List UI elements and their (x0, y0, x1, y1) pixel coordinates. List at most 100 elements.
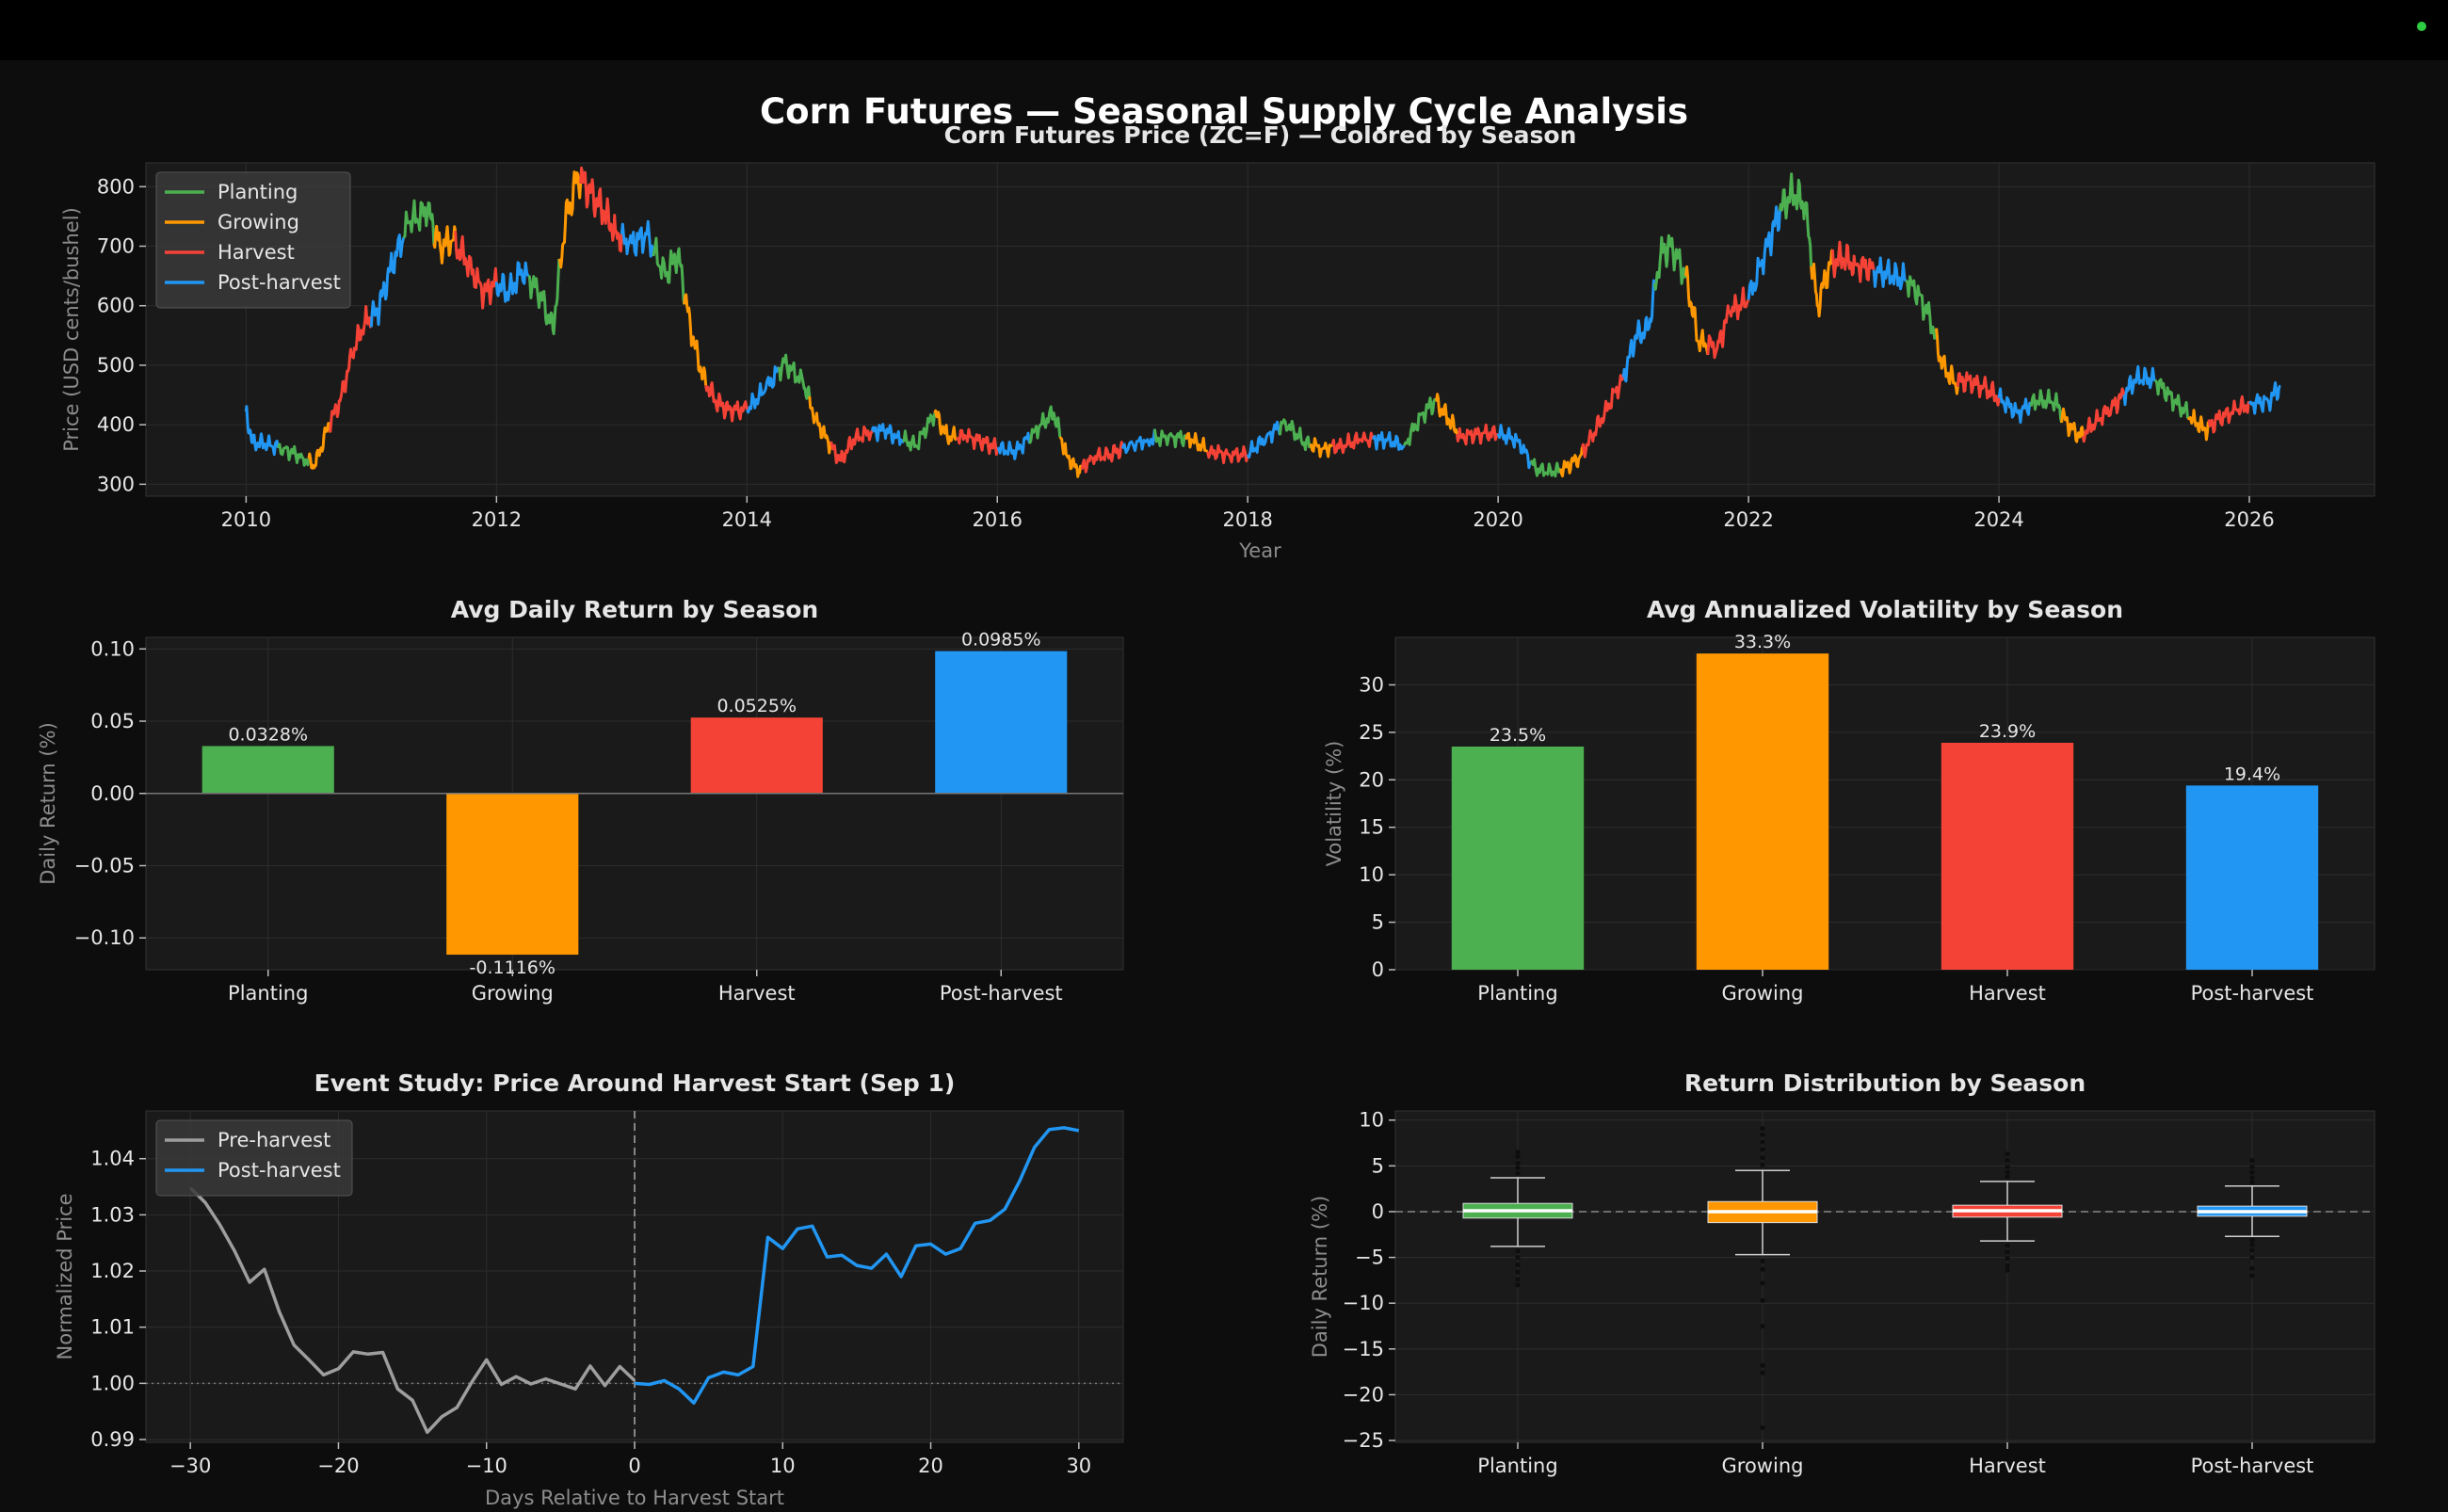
y-tick-label: 25 (1359, 721, 1384, 744)
y-tick-label: 300 (97, 473, 135, 495)
plot-area (1394, 1110, 2376, 1443)
x-tick-label: 30 (1066, 1455, 1091, 1477)
x-tick-label: Growing (1722, 1455, 1804, 1477)
bar-growing (1696, 653, 1829, 970)
y-tick-label: 0.99 (90, 1428, 135, 1451)
price-line-segment (2187, 409, 2210, 442)
price-line-segment (307, 422, 332, 470)
bar-value-label: 0.0985% (961, 630, 1041, 651)
y-tick-label: 0.05 (90, 710, 135, 732)
figure-title: Corn Futures — Seasonal Supply Cycle Ana… (760, 91, 1688, 132)
price-line-segment (1872, 256, 1908, 291)
price-line-segment (1935, 328, 1959, 395)
price-line-segment (1080, 441, 1124, 474)
price-line-segment (902, 412, 937, 452)
x-tick-label: Harvest (1969, 1455, 2046, 1477)
price-line-segment (2207, 394, 2251, 434)
outlier-point (1515, 1150, 1521, 1155)
outlier-point (2005, 1157, 2010, 1164)
outlier-point (2005, 1243, 2010, 1248)
price-line-segment (432, 224, 458, 265)
outlier-point (2249, 1254, 2255, 1261)
price-line-segment (745, 365, 781, 414)
price-line-segment (704, 381, 749, 423)
x-tick-label: 2010 (221, 508, 271, 531)
y-tick-label: 15 (1359, 816, 1384, 839)
legend-label: Planting (217, 181, 298, 203)
outlier-point (1760, 1258, 1765, 1264)
outlier-point (1515, 1154, 1521, 1160)
price-line-segment (652, 236, 686, 305)
price-line-segment (933, 409, 958, 445)
y-tick-label: 10 (1359, 863, 1384, 886)
outlier-point (2005, 1255, 2010, 1262)
outlier-point (2249, 1175, 2255, 1181)
outlier-point (2249, 1242, 2255, 1247)
outlier-point (1760, 1297, 1765, 1303)
price-line-segment (1684, 265, 1710, 356)
outlier-point (1760, 1147, 1765, 1152)
price-line-segment (1778, 172, 1813, 266)
y-tick-label: 0 (1372, 958, 1384, 981)
price-line-segment (557, 170, 583, 269)
outlier-point (2249, 1247, 2255, 1253)
chart-title: Return Distribution by Season (1684, 1070, 2086, 1097)
legend-label: Post-harvest (217, 271, 341, 294)
outlier-point (2249, 1169, 2255, 1175)
outlier-point (2005, 1263, 2010, 1268)
price-line-segment (1559, 446, 1584, 478)
bar-harvest (690, 717, 823, 794)
price-line-segment (1403, 396, 1437, 446)
y-tick-label: 20 (1359, 768, 1384, 791)
outlier-point (1760, 1370, 1765, 1375)
x-tick-label: −20 (317, 1455, 359, 1477)
x-tick-label: 20 (918, 1455, 943, 1477)
x-tick-label: Harvest (718, 982, 796, 1005)
x-tick-label: −10 (466, 1455, 507, 1477)
price-line-segment (277, 442, 311, 467)
outlier-point (2249, 1180, 2255, 1185)
x-tick-label: Post-harvest (940, 982, 1063, 1005)
outlier-point (1760, 1154, 1765, 1161)
y-tick-label: −20 (1343, 1383, 1384, 1406)
price-line-segment (1456, 423, 1500, 446)
price-line-segment (1580, 374, 1625, 458)
bar-planting (201, 746, 334, 794)
x-tick-label: 2012 (472, 508, 522, 531)
bar-growing (446, 793, 579, 956)
y-axis-label: Daily Return (%) (1309, 1196, 1331, 1359)
x-tick-label: 2014 (722, 508, 772, 531)
bar-value-label: 0.0328% (228, 724, 308, 745)
outlier-point (2005, 1174, 2010, 1180)
y-tick-label: 30 (1359, 673, 1384, 696)
y-tick-label: 600 (97, 295, 135, 317)
price-line-segment (2247, 381, 2281, 415)
price-chart: 300 400 500 600 700 800 Price (USD cents/bushe… (60, 121, 2376, 562)
x-tick-label: Post-harvest (2191, 1455, 2314, 1477)
y-axis-label: Daily Return (%) (37, 722, 59, 885)
x-tick-label: 2024 (1973, 508, 2023, 531)
price-line-segment (329, 305, 372, 433)
outlier-point (1515, 1262, 1521, 1267)
legend-label: Pre-harvest (217, 1129, 330, 1151)
price-line-segment (1278, 418, 1313, 452)
y-tick-label: −5 (1355, 1247, 1384, 1269)
y-tick-label: 0.00 (90, 782, 135, 805)
legend-label: Post-harvest (217, 1159, 341, 1182)
price-line-segment (1652, 233, 1687, 291)
status-indicator-icon (2417, 22, 2426, 31)
price-line-segment (829, 426, 874, 464)
outlier-point (2005, 1164, 2010, 1169)
price-line-segment (1371, 430, 1406, 451)
price-line-segment (620, 219, 655, 258)
y-tick-label: 1.01 (90, 1316, 135, 1339)
legend-box (155, 171, 351, 309)
price-line-segment (579, 166, 623, 253)
chart-title: Avg Daily Return by Season (451, 596, 818, 623)
outlier-point (1515, 1160, 1521, 1166)
price-line-segment (494, 261, 530, 303)
return-distribution-chart: 10 5 0 −5 −10 −15 −20 −25 Daily Return (%) Return… (1309, 1070, 2376, 1477)
price-line-segment (1706, 286, 1750, 360)
outlier-point (1515, 1248, 1521, 1254)
price-line-segment (1747, 205, 1781, 300)
